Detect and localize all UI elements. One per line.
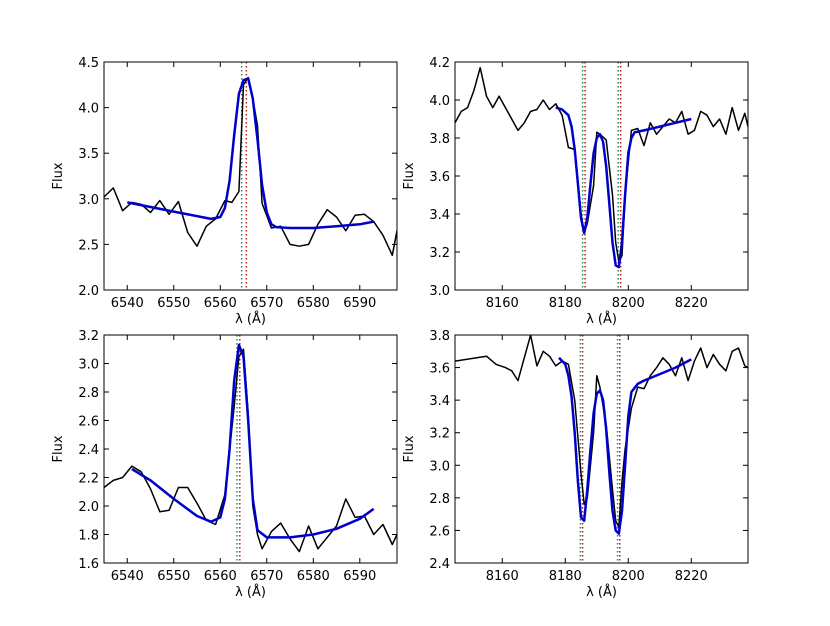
x-tick-label: 6550 bbox=[157, 296, 190, 311]
y-tick-label: 3.0 bbox=[78, 193, 99, 208]
y-tick-label: 4.0 bbox=[78, 102, 99, 117]
axes-frame bbox=[454, 334, 749, 564]
y-tick-label: 2.5 bbox=[78, 238, 99, 253]
plot-area bbox=[104, 62, 397, 290]
y-axis-label: Flux bbox=[51, 162, 66, 189]
plot-content bbox=[455, 62, 748, 290]
y-tick-label: 3.6 bbox=[429, 362, 450, 377]
series-fit-line bbox=[127, 77, 374, 230]
y-tick-label: 2.6 bbox=[78, 415, 99, 430]
x-axis-label: λ (Å) bbox=[586, 584, 617, 600]
x-tick-label: 8220 bbox=[675, 569, 708, 584]
x-tick-label: 8160 bbox=[486, 296, 519, 311]
x-tick-label: 6540 bbox=[111, 569, 144, 584]
plot-content bbox=[104, 335, 397, 563]
y-tick-label: 3.0 bbox=[78, 358, 99, 373]
plot-content bbox=[455, 335, 748, 563]
y-tick-label: 3.2 bbox=[78, 329, 99, 344]
y-tick-label: 2.6 bbox=[429, 524, 450, 539]
y-tick-label: 4.0 bbox=[429, 94, 450, 109]
x-tick-label: 6580 bbox=[297, 296, 330, 311]
y-tick-label: 3.2 bbox=[429, 246, 450, 261]
y-tick-label: 4.5 bbox=[78, 56, 99, 71]
x-axis-label: λ (Å) bbox=[586, 311, 617, 327]
y-axis-label: Flux bbox=[402, 435, 417, 462]
x-tick-label: 6560 bbox=[204, 296, 237, 311]
y-axis-label: Flux bbox=[402, 162, 417, 189]
y-tick-label: 3.8 bbox=[429, 329, 450, 344]
y-tick-label: 2.2 bbox=[78, 472, 99, 487]
y-tick-label: 2.4 bbox=[78, 443, 99, 458]
x-tick-label: 8200 bbox=[612, 569, 645, 584]
y-tick-label: 4.2 bbox=[429, 56, 450, 71]
x-tick-label: 6570 bbox=[250, 296, 283, 311]
x-tick-label: 6570 bbox=[250, 569, 283, 584]
x-tick-label: 8200 bbox=[612, 296, 645, 311]
y-tick-label: 3.5 bbox=[78, 147, 99, 162]
series-observed-line bbox=[455, 66, 748, 263]
y-tick-label: 3.4 bbox=[429, 208, 450, 223]
x-tick-label: 6590 bbox=[343, 296, 376, 311]
series-fit-line bbox=[131, 343, 375, 539]
x-axis-label: λ (Å) bbox=[235, 311, 266, 327]
x-axis-label: λ (Å) bbox=[235, 584, 266, 600]
y-tick-label: 1.6 bbox=[78, 557, 99, 572]
y-tick-label: 2.8 bbox=[78, 386, 99, 401]
y-tick-label: 2.0 bbox=[78, 284, 99, 299]
y-tick-label: 1.8 bbox=[78, 529, 99, 544]
series-observed-line bbox=[455, 335, 748, 528]
y-tick-label: 3.0 bbox=[429, 459, 450, 474]
panel-nai-bottom: 8160 8180 8200 8220 2.4 2.6 2.8 3.0 3.2 3.4 3.6 3.8… bbox=[402, 329, 749, 600]
y-tick-label: 3.8 bbox=[429, 132, 450, 147]
x-tick-label: 6550 bbox=[157, 569, 190, 584]
x-tick-label: 6590 bbox=[343, 569, 376, 584]
y-tick-label: 2.8 bbox=[429, 492, 450, 507]
y-tick-label: 3.4 bbox=[429, 394, 450, 409]
x-tick-label: 8220 bbox=[675, 296, 708, 311]
y-tick-label: 2.0 bbox=[78, 500, 99, 515]
x-tick-label: 8160 bbox=[486, 569, 519, 584]
y-tick-label: 3.2 bbox=[429, 427, 450, 442]
x-tick-label: 8180 bbox=[549, 296, 582, 311]
plot-content bbox=[104, 62, 397, 290]
y-axis-label: Flux bbox=[51, 435, 66, 462]
panel-nai-top: 8160 8180 8200 8220 3.0 3.2 3.4 3.6 3.8 4.0 4.2 λ (… bbox=[402, 56, 749, 327]
series-fit-line bbox=[555, 106, 692, 269]
x-tick-label: 6560 bbox=[204, 569, 237, 584]
y-tick-label: 3.6 bbox=[429, 170, 450, 185]
y-tick-label: 3.0 bbox=[429, 284, 450, 299]
panel-halpha-top: 6540 6550 6560 6570 6580 6590 2.0 2.5 3.0 3.5 4.0 4… bbox=[51, 56, 398, 327]
axes-frame bbox=[103, 61, 398, 291]
series-fit-line bbox=[558, 356, 692, 535]
x-tick-label: 6580 bbox=[297, 569, 330, 584]
y-tick-label: 2.4 bbox=[429, 557, 450, 572]
plot-area bbox=[455, 335, 748, 563]
x-tick-label: 8180 bbox=[549, 569, 582, 584]
panel-halpha-bottom: 6540 6550 6560 6570 6580 6590 1.6 1.8 2.0 2.2 2.4 2… bbox=[51, 329, 398, 600]
plot-area bbox=[455, 62, 748, 290]
x-tick-label: 6540 bbox=[111, 296, 144, 311]
